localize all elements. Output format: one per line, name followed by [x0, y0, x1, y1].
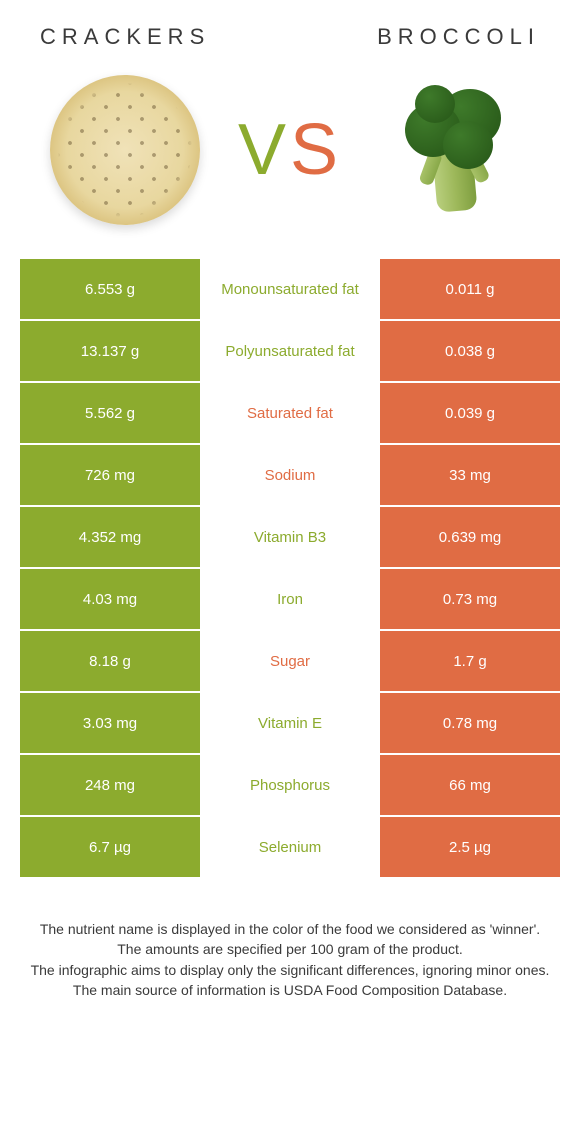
nutrient-label: Sodium	[200, 445, 380, 505]
vs-letter-s: S	[290, 109, 342, 191]
nutrient-label: Iron	[200, 569, 380, 629]
table-row: 6.7 µgSelenium2.5 µg	[20, 817, 560, 879]
value-right: 33 mg	[380, 445, 560, 505]
nutrient-label: Sugar	[200, 631, 380, 691]
nutrient-label: Saturated fat	[200, 383, 380, 443]
footer-line: The infographic aims to display only the…	[30, 960, 550, 980]
title-right: Broccoli	[377, 24, 540, 50]
food-image-right	[370, 85, 540, 215]
table-row: 13.137 gPolyunsaturated fat0.038 g	[20, 321, 560, 383]
nutrient-label: Polyunsaturated fat	[200, 321, 380, 381]
value-left: 13.137 g	[20, 321, 200, 381]
footer-line: The nutrient name is displayed in the co…	[30, 919, 550, 939]
value-left: 8.18 g	[20, 631, 200, 691]
table-row: 8.18 gSugar1.7 g	[20, 631, 560, 693]
table-row: 6.553 gMonounsaturated fat0.011 g	[20, 259, 560, 321]
table-row: 3.03 mgVitamin E0.78 mg	[20, 693, 560, 755]
value-right: 0.039 g	[380, 383, 560, 443]
value-left: 4.352 mg	[20, 507, 200, 567]
table-row: 248 mgPhosphorus66 mg	[20, 755, 560, 817]
value-right: 0.73 mg	[380, 569, 560, 629]
hero: VS	[0, 58, 580, 258]
nutrient-label: Monounsaturated fat	[200, 259, 380, 319]
value-left: 3.03 mg	[20, 693, 200, 753]
value-left: 726 mg	[20, 445, 200, 505]
vs-label: VS	[238, 109, 342, 191]
vs-letter-v: V	[238, 109, 290, 191]
table-row: 726 mgSodium33 mg	[20, 445, 560, 507]
value-left: 5.562 g	[20, 383, 200, 443]
footer-line: The main source of information is USDA F…	[30, 980, 550, 1000]
nutrient-label: Phosphorus	[200, 755, 380, 815]
comparison-table: 6.553 gMonounsaturated fat0.011 g13.137 …	[20, 258, 560, 879]
value-right: 0.011 g	[380, 259, 560, 319]
cracker-icon	[50, 75, 200, 225]
value-right: 0.038 g	[380, 321, 560, 381]
food-image-left	[40, 75, 210, 225]
header: Crackers Broccoli	[0, 0, 580, 58]
footer-line: The amounts are specified per 100 gram o…	[30, 939, 550, 959]
value-right: 2.5 µg	[380, 817, 560, 877]
footer-notes: The nutrient name is displayed in the co…	[0, 879, 580, 1000]
table-row: 4.03 mgIron0.73 mg	[20, 569, 560, 631]
value-right: 1.7 g	[380, 631, 560, 691]
value-right: 0.78 mg	[380, 693, 560, 753]
nutrient-label: Vitamin B3	[200, 507, 380, 567]
broccoli-icon	[395, 85, 515, 215]
nutrient-label: Selenium	[200, 817, 380, 877]
value-right: 0.639 mg	[380, 507, 560, 567]
value-right: 66 mg	[380, 755, 560, 815]
value-left: 248 mg	[20, 755, 200, 815]
value-left: 4.03 mg	[20, 569, 200, 629]
value-left: 6.7 µg	[20, 817, 200, 877]
table-row: 5.562 gSaturated fat0.039 g	[20, 383, 560, 445]
title-left: Crackers	[40, 24, 210, 50]
nutrient-label: Vitamin E	[200, 693, 380, 753]
value-left: 6.553 g	[20, 259, 200, 319]
table-row: 4.352 mgVitamin B30.639 mg	[20, 507, 560, 569]
